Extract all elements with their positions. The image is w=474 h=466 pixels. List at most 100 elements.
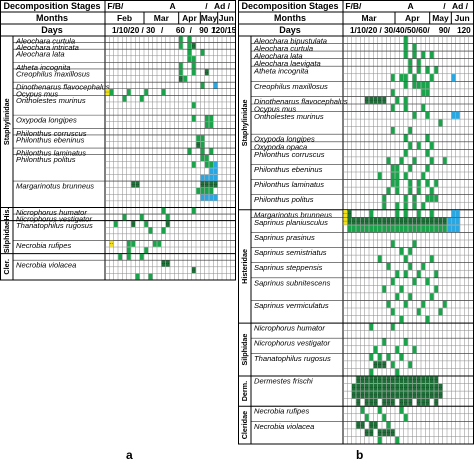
cell-green [429, 142, 434, 150]
cell-dark [408, 383, 413, 391]
cell-dark [421, 376, 426, 384]
cell-dark [386, 383, 391, 391]
species-name: Aleochara bipustulata [253, 37, 327, 46]
cell-dark [360, 376, 365, 384]
cell-dark [204, 181, 209, 188]
cell-dark [390, 376, 395, 384]
cell-dark [395, 376, 400, 384]
cell-green [200, 135, 205, 142]
species-name: Oxypoda opaca [254, 142, 307, 151]
cell-green [434, 179, 439, 187]
cell-dark [416, 217, 421, 225]
species-name: Saprinus vermiculatus [254, 301, 329, 310]
cell-dark [369, 421, 374, 429]
month-label: Mar [361, 13, 377, 23]
stage-mark: A [170, 1, 176, 11]
species-name: Philonthus ebeninus [16, 135, 85, 144]
stage-mark: F/B/ [345, 1, 362, 11]
cell-dark [386, 429, 391, 437]
cell-green [403, 96, 408, 104]
cell-dark [382, 361, 387, 369]
cell-green [416, 58, 421, 66]
cell-green [148, 273, 153, 280]
cell-green [377, 406, 382, 414]
family-name: Silphidae [2, 221, 11, 253]
cell-green [178, 69, 183, 76]
cell-green [421, 202, 426, 210]
cell-green [386, 421, 391, 429]
cell-green [209, 115, 214, 122]
cell-green [373, 346, 378, 354]
species-name: Oxypoda longipes [16, 116, 77, 125]
cell-dark [373, 96, 378, 104]
cell-dark [403, 398, 408, 406]
cell-green [395, 164, 400, 172]
species-name: Dinothenarus flavocephalus [16, 83, 110, 92]
cell-dark [347, 210, 352, 218]
cell-dark [178, 75, 183, 82]
species-name: Aleochara curtula [253, 44, 313, 53]
cell-green [438, 119, 443, 127]
cell-green [442, 225, 447, 233]
species-name: Philonthus ebeninus [254, 165, 323, 174]
cell-green [425, 164, 430, 172]
cell-green [408, 66, 413, 74]
species-name: Ontholestes murinus [254, 112, 324, 121]
cell-dark [408, 376, 413, 384]
cell-dark [408, 391, 413, 399]
species-name: Aleochara intricata [15, 43, 79, 52]
cell-blue [455, 210, 460, 218]
cell-green [434, 285, 439, 293]
species-name: Ontholestes murinus [16, 96, 86, 105]
cell-dark [377, 429, 382, 437]
stages-label: Decomposition Stages [3, 1, 100, 11]
cell-green [408, 293, 413, 301]
species-name: Atheta incognita [15, 63, 70, 72]
family-name: Staphylinidae [2, 98, 11, 145]
species-name: Philonthus corruscus [254, 150, 325, 159]
cell-dark [421, 383, 426, 391]
cell-green [377, 255, 382, 263]
cell-blue [451, 225, 456, 233]
cell-blue [209, 168, 214, 175]
day-label: 90 [199, 26, 209, 35]
cell-green [390, 74, 395, 82]
cell-green [399, 285, 404, 293]
cell-dark [351, 383, 356, 391]
cell-green [429, 225, 434, 233]
cell-green [429, 74, 434, 82]
cell-dark [416, 383, 421, 391]
cell-green [395, 436, 400, 444]
month-label: Apr [405, 13, 420, 23]
cell-dark [377, 383, 382, 391]
cell-dark [191, 42, 196, 49]
cell-green [126, 89, 131, 96]
cell-green [395, 187, 400, 195]
cell-dark [429, 383, 434, 391]
cell-green [408, 179, 413, 187]
cell-blue [213, 82, 218, 89]
cell-green [200, 155, 205, 161]
cell-green [382, 414, 387, 422]
month-label: Jun [455, 13, 470, 23]
cell-dark [408, 217, 413, 225]
cell-green [178, 36, 183, 43]
cell-dark [373, 376, 378, 384]
month-label: Apr [182, 13, 197, 23]
cell-green [161, 89, 166, 96]
cell-dark [373, 361, 378, 369]
species-name: Creophilus maxillosus [16, 69, 90, 78]
cell-green [403, 338, 408, 346]
cell-dark [369, 217, 374, 225]
cell-dark [434, 376, 439, 384]
stage-mark: Ad / [452, 1, 469, 11]
day-label: 60 [176, 26, 186, 35]
cell-blue [455, 217, 460, 225]
month-label: May [201, 13, 218, 23]
cell-green [399, 353, 404, 361]
cell-green [144, 89, 149, 96]
cell-dark [438, 383, 443, 391]
cell-green [421, 262, 426, 270]
cell-dark [364, 96, 369, 104]
cell-green [395, 172, 400, 180]
